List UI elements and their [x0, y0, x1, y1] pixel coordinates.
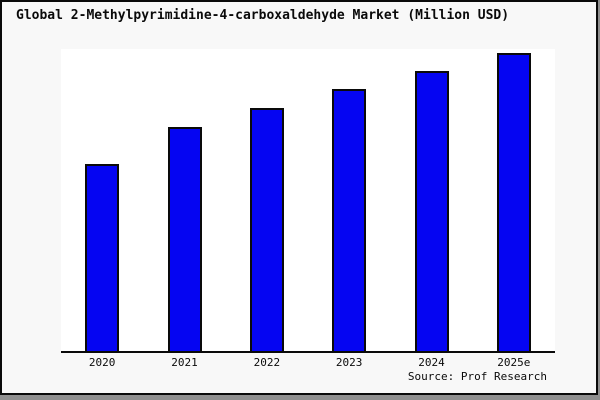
bar-2021	[167, 127, 202, 351]
bar-2020	[85, 164, 120, 351]
source-credit: Source: Prof Research	[407, 370, 547, 383]
x-axis-label-2021: 2021	[171, 356, 198, 369]
bar-2023	[332, 89, 367, 351]
x-axis-label-2024: 2024	[418, 356, 445, 369]
bar-2024	[414, 71, 449, 351]
x-axis-label-2022: 2022	[253, 356, 281, 369]
chart-title: Global 2-Methylpyrimidine-4-carboxaldehy…	[16, 8, 510, 23]
x-axis-label-2020: 2020	[88, 356, 116, 369]
x-axis-label-2023: 2023	[335, 356, 363, 369]
x-axis-label-2025e: 2025e	[497, 356, 531, 369]
plot-area	[61, 49, 555, 353]
bar-2022	[249, 108, 284, 351]
bar-2025e	[496, 53, 531, 351]
